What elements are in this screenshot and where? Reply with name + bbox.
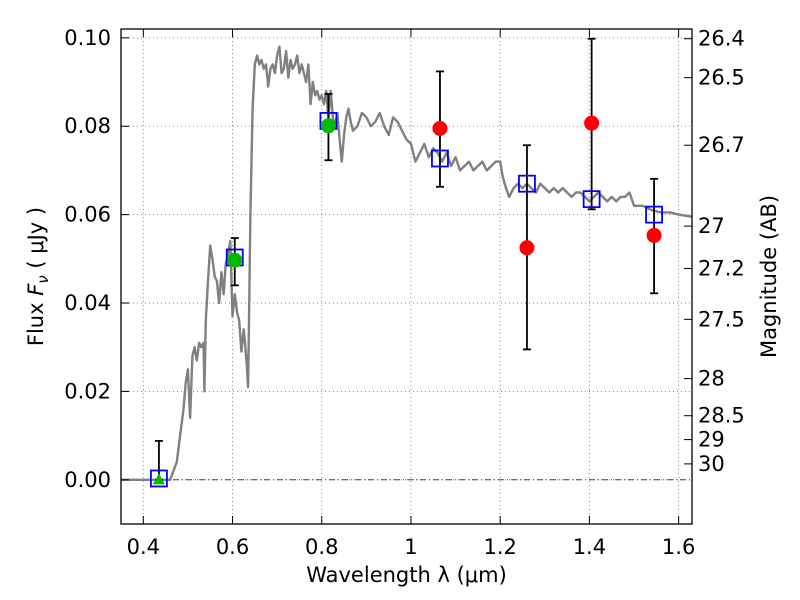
y2-axis-label: Magnitude (AB)	[757, 195, 781, 358]
x-tick-label: 0.6	[216, 535, 249, 559]
y-axis-label: Flux Fν ( μJy )	[24, 207, 52, 346]
x-tick-label: 1.6	[662, 535, 695, 559]
box-marker	[431, 149, 449, 168]
y2-tick-label: 29	[698, 428, 725, 452]
box-markers	[150, 112, 663, 488]
y-tick-label: 0.02	[64, 379, 111, 403]
y2-tick-label: 26.7	[698, 133, 745, 157]
y-axis-label-subscript: ν	[34, 275, 52, 283]
y-tick-label: 0.00	[64, 468, 111, 492]
x-tick-label: 1.2	[483, 535, 516, 559]
y-axis-label-symbol: F	[24, 283, 48, 296]
box-marker	[645, 205, 663, 224]
y2-tick-label: 30	[698, 452, 725, 476]
box-marker	[582, 190, 601, 209]
data-markers	[152, 115, 662, 485]
y2-tick-label: 28	[698, 367, 725, 391]
box-marker	[518, 174, 536, 193]
x-axis-label: Wavelength λ (μm)	[306, 563, 507, 587]
x-tick-label: 1.4	[573, 535, 606, 559]
x-tick-label: 0.8	[305, 535, 338, 559]
y2-tick-label: 26.4	[698, 27, 745, 51]
plot-frame	[120, 28, 693, 525]
y2-tick-label: 27.2	[698, 257, 745, 281]
y2-tick-label: 27.5	[698, 307, 745, 331]
x-tick-label: 0.4	[127, 535, 160, 559]
grid	[121, 29, 692, 524]
circle-marker	[584, 115, 600, 131]
y2-tick-label: 27	[698, 214, 725, 238]
y-tick-label: 0.04	[64, 291, 111, 315]
y2-tick-label: 26.5	[698, 66, 745, 90]
triangle-marker	[152, 473, 165, 485]
axis-labels: Wavelength λ (μm) Flux Fν ( μJy ) Magnit…	[24, 195, 781, 587]
box-marker	[150, 469, 168, 488]
circle-marker	[227, 252, 243, 268]
y-axis-label-suffix: ( μJy )	[24, 207, 48, 275]
y-tick-label: 0.10	[64, 26, 111, 50]
y-axis-label-prefix: Flux	[24, 296, 48, 346]
y-tick-label: 0.08	[64, 114, 111, 138]
x-tick-label: 1	[404, 535, 417, 559]
circle-marker	[320, 118, 336, 134]
circle-marker	[432, 120, 448, 136]
circle-marker	[646, 227, 662, 243]
y-tick-label: 0.06	[64, 203, 111, 227]
circle-marker	[519, 240, 535, 256]
y2-tick-label: 28.5	[698, 404, 745, 428]
axis-ticks: 0.4 0.6 0.8 1 1.2 1.4 1.6 0.00 0.02 0.04 0.06 0.08 0…	[64, 26, 745, 559]
